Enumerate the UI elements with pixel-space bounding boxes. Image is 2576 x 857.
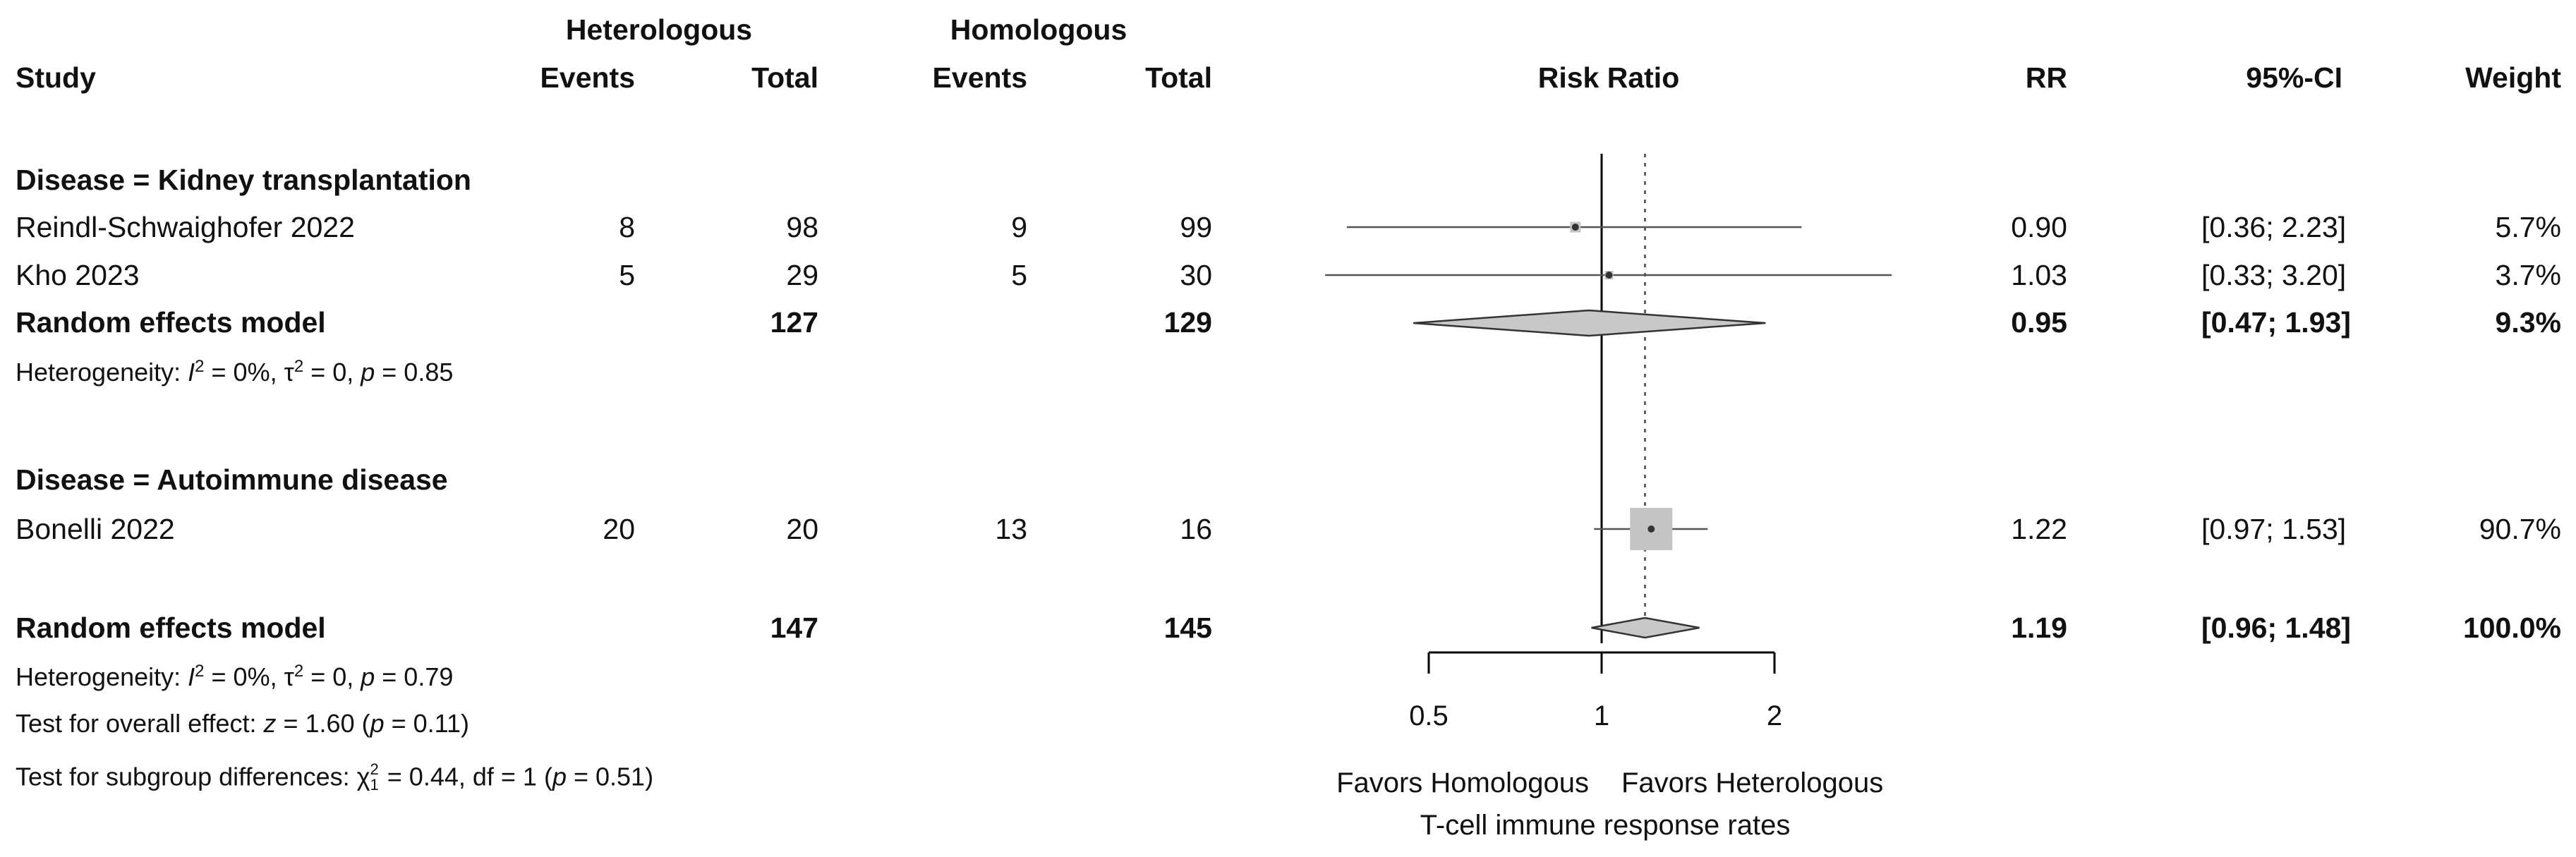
risk-ratio-header: Risk Ratio bbox=[1537, 61, 1680, 94]
study-events1: 8 bbox=[619, 211, 635, 243]
subgroup-title: Disease = Autoimmune disease bbox=[16, 463, 448, 496]
subgroup-model-rr: 0.95 bbox=[2011, 306, 2067, 339]
weight-column-header: Weight bbox=[2465, 61, 2561, 94]
study-name: Reindl-Schwaighofer 2022 bbox=[16, 211, 355, 243]
subgroup-model-label: Random effects model bbox=[16, 306, 326, 339]
study-events2: 13 bbox=[995, 513, 1027, 545]
study-name: Bonelli 2022 bbox=[16, 513, 175, 545]
group1-header: Heterologous bbox=[565, 13, 753, 46]
study-weight: 90.7% bbox=[2479, 513, 2561, 545]
x-tick-label: 1 bbox=[1594, 700, 1609, 731]
pooled-diamond bbox=[1413, 309, 1766, 337]
study-weight: 3.7% bbox=[2495, 259, 2561, 291]
overall-model-label: Random effects model bbox=[16, 612, 326, 644]
study-events2: 5 bbox=[1011, 259, 1027, 291]
study-rr: 1.03 bbox=[2011, 259, 2067, 291]
study-weight: 5.7% bbox=[2495, 211, 2561, 243]
favors-right-label: Favors Heterologous bbox=[1621, 767, 1883, 798]
study-total1: 98 bbox=[786, 211, 818, 243]
study-ci: [0.97; 1.53] bbox=[2201, 513, 2347, 545]
pooled-diamond bbox=[1591, 616, 1700, 639]
study-point bbox=[1571, 224, 1579, 231]
x-tick-label: 0.5 bbox=[1409, 700, 1449, 731]
events2-column-header: Events bbox=[932, 61, 1027, 94]
ci-column-header: 95%-CI bbox=[2246, 61, 2342, 94]
x-axis-label: T-cell immune response rates bbox=[1420, 810, 1791, 841]
subgroup-model-ci: [0.47; 1.93] bbox=[2201, 306, 2351, 339]
rr-column-header: RR bbox=[2025, 61, 2067, 94]
favors-left-label: Favors Homologous bbox=[1336, 767, 1589, 798]
study-point bbox=[1605, 272, 1613, 279]
study-total2: 16 bbox=[1180, 513, 1212, 545]
overall-model-ci: [0.96; 1.48] bbox=[2201, 612, 2351, 644]
study-total1: 29 bbox=[786, 259, 818, 291]
study-events1: 5 bbox=[619, 259, 635, 291]
group2-header: Homologous bbox=[950, 13, 1127, 46]
study-events2: 9 bbox=[1011, 211, 1027, 243]
study-total2: 99 bbox=[1180, 211, 1212, 243]
study-total2: 30 bbox=[1180, 259, 1212, 291]
x-tick-label: 2 bbox=[1767, 700, 1782, 731]
overall-effect-test: Test for overall effect: z = 1.60 (p = 0… bbox=[16, 709, 470, 738]
study-ci: [0.33; 3.20] bbox=[2201, 259, 2347, 291]
overall-heterogeneity: Heterogeneity: I2 = 0%, τ2 = 0, p = 0.79 bbox=[16, 662, 454, 691]
study-column-header: Study bbox=[16, 61, 96, 94]
overall-model-weight: 100.0% bbox=[2462, 612, 2561, 644]
study-events1: 20 bbox=[603, 513, 635, 545]
study-rr: 1.22 bbox=[2011, 513, 2067, 545]
overall-model-rr: 1.19 bbox=[2011, 612, 2067, 644]
overall-model-total2: 145 bbox=[1163, 612, 1212, 644]
total2-column-header: Total bbox=[1145, 61, 1212, 94]
study-ci: [0.36; 2.23] bbox=[2201, 211, 2347, 243]
subgroup-model-total1: 127 bbox=[770, 306, 818, 339]
subgroup-title: Disease = Kidney transplantation bbox=[16, 164, 471, 196]
overall-model-total1: 147 bbox=[770, 612, 818, 644]
subgroup-model-weight: 9.3% bbox=[2495, 306, 2561, 339]
study-total1: 20 bbox=[786, 513, 818, 545]
study-name: Kho 2023 bbox=[16, 259, 140, 291]
study-rr: 0.90 bbox=[2011, 211, 2067, 243]
subgroup-model-total2: 129 bbox=[1163, 306, 1212, 339]
events1-column-header: Events bbox=[540, 61, 635, 94]
subgroup-heterogeneity: Heterogeneity: I2 = 0%, τ2 = 0, p = 0.85 bbox=[16, 357, 454, 387]
study-point bbox=[1647, 525, 1655, 533]
total1-column-header: Total bbox=[751, 61, 818, 94]
